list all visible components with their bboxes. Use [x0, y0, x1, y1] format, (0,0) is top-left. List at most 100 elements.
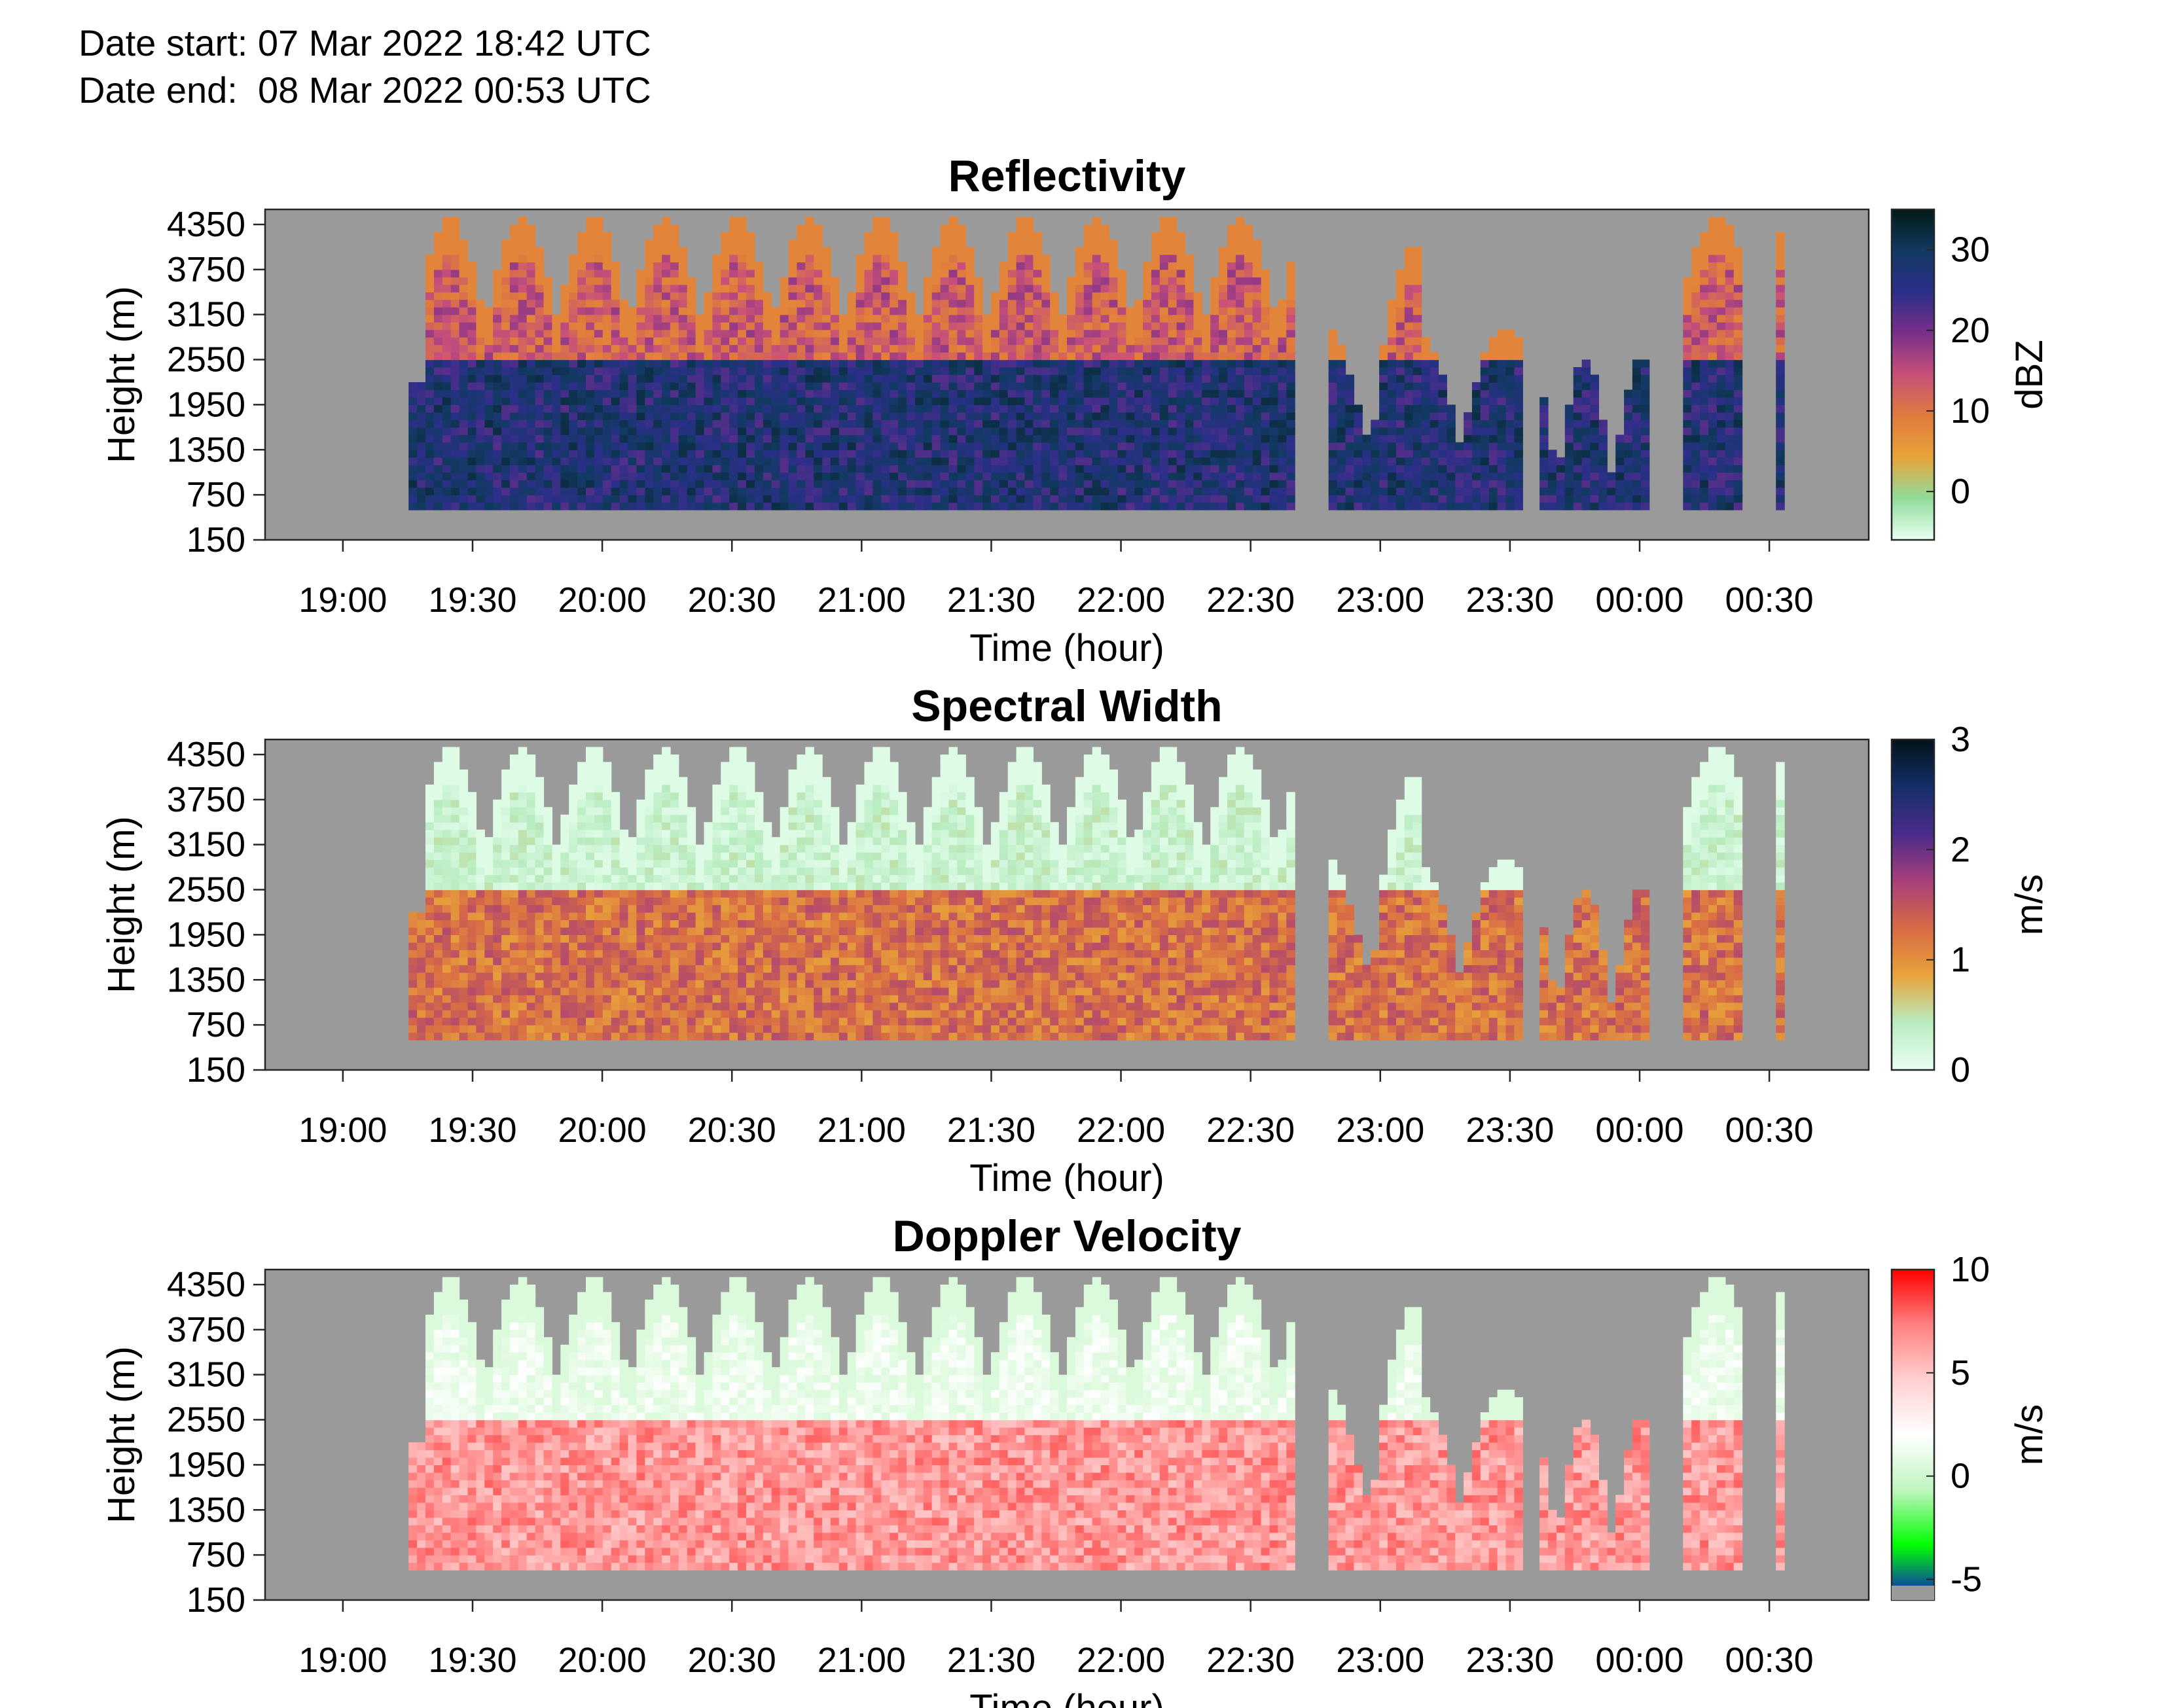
heatmap-cell — [459, 829, 469, 838]
heatmap-cell — [1007, 247, 1017, 255]
heatmap-cell — [687, 277, 696, 285]
heatmap-cell — [881, 314, 890, 323]
heatmap-cell — [940, 435, 950, 443]
heatmap-cell — [1691, 495, 1701, 503]
heatmap-cell — [1708, 412, 1718, 420]
heatmap-cell — [974, 374, 983, 383]
heatmap-cell — [1235, 314, 1245, 323]
heatmap-cell — [771, 435, 781, 443]
heatmap-cell — [1395, 374, 1405, 383]
heatmap-cell — [1598, 457, 1608, 465]
heatmap-cell — [1176, 329, 1186, 338]
heatmap-cell — [1337, 435, 1346, 443]
heatmap-cell — [754, 450, 764, 458]
heatmap-cell — [425, 1002, 435, 1010]
heatmap-cell — [1041, 435, 1051, 443]
heatmap-cell — [611, 457, 621, 465]
heatmap-cell — [712, 277, 721, 285]
heatmap-cell — [1573, 412, 1583, 420]
heatmap-cell — [721, 239, 730, 247]
heatmap-cell — [1109, 397, 1118, 405]
heatmap-cell — [1109, 277, 1118, 285]
heatmap-cell — [560, 284, 569, 293]
heatmap-cell — [518, 427, 528, 435]
heatmap-cell — [890, 389, 899, 398]
heatmap-cell — [1438, 442, 1447, 450]
heatmap-cell — [611, 412, 621, 420]
heatmap-cell — [678, 344, 688, 353]
heatmap-cell — [763, 442, 772, 450]
heatmap-cell — [450, 277, 460, 285]
heatmap-cell — [957, 344, 966, 353]
heatmap-cell — [670, 247, 679, 255]
heatmap-cell — [1278, 352, 1287, 361]
heatmap-cell — [1438, 487, 1447, 495]
heatmap-cell — [662, 480, 671, 488]
heatmap-cell — [1016, 412, 1026, 420]
heatmap-cell — [881, 487, 890, 495]
heatmap-cell — [855, 450, 865, 458]
heatmap-cell — [442, 755, 452, 763]
heatmap-cell — [754, 277, 764, 285]
heatmap-cell — [712, 502, 721, 510]
heatmap-cell — [838, 389, 848, 398]
heatmap-cell — [653, 254, 662, 262]
heatmap-cell — [459, 972, 469, 980]
heatmap-cell — [830, 374, 840, 383]
heatmap-cell — [1590, 412, 1599, 420]
heatmap-cell — [965, 502, 975, 510]
heatmap-cell — [1388, 367, 1397, 376]
heatmap-cell — [797, 247, 806, 255]
heatmap-cell — [1395, 435, 1405, 443]
heatmap-cell — [914, 374, 924, 383]
heatmap-cell — [907, 457, 916, 465]
heatmap-cell — [501, 262, 511, 270]
heatmap-cell — [1514, 465, 1523, 473]
heatmap-cell — [1480, 465, 1490, 473]
heatmap-cell — [1430, 495, 1439, 503]
heatmap-cell — [1100, 450, 1110, 458]
heatmap-cell — [729, 239, 738, 247]
heatmap-cell — [1413, 382, 1422, 391]
heatmap-cell — [1227, 404, 1236, 413]
heatmap-cell — [864, 269, 873, 277]
heatmap-cell — [636, 412, 645, 420]
heatmap-cell — [957, 412, 966, 420]
heatmap-cell — [687, 337, 696, 346]
heatmap-cell — [763, 352, 772, 361]
heatmap-cell — [788, 502, 797, 510]
heatmap-cell — [501, 799, 511, 808]
heatmap-cell — [552, 359, 561, 368]
heatmap-cell — [543, 404, 552, 413]
heatmap-cell — [1505, 352, 1515, 361]
heatmap-cell — [873, 472, 882, 480]
heatmap-cell — [1235, 435, 1245, 443]
heatmap-cell — [645, 457, 654, 465]
heatmap-cell — [450, 919, 460, 928]
heatmap-cell — [1388, 322, 1397, 330]
heatmap-cell — [433, 329, 443, 338]
heatmap-cell — [1395, 277, 1405, 285]
heatmap-cell — [721, 314, 730, 323]
heatmap-cell — [1691, 480, 1701, 488]
heatmap-cell — [493, 844, 502, 853]
heatmap-cell — [678, 269, 688, 277]
heatmap-cell — [1624, 480, 1633, 488]
heatmap-cell — [459, 807, 469, 815]
heatmap-cell — [577, 322, 586, 330]
heatmap-cell — [484, 495, 494, 503]
heatmap-cell — [838, 480, 848, 488]
heatmap-cell — [1388, 502, 1397, 510]
heatmap-cell — [771, 404, 781, 413]
heatmap-cell — [746, 254, 755, 262]
heatmap-cell — [931, 442, 941, 450]
heatmap-cell — [1092, 359, 1102, 368]
heatmap-cell — [1244, 359, 1253, 368]
heatmap-cell — [771, 374, 781, 383]
heatmap-cell — [1134, 442, 1143, 450]
heatmap-cell — [1413, 344, 1422, 353]
heatmap-cell — [1269, 457, 1278, 465]
heatmap-cell — [1539, 427, 1549, 435]
heatmap-cell — [653, 247, 662, 255]
heatmap-cell — [1024, 307, 1034, 315]
